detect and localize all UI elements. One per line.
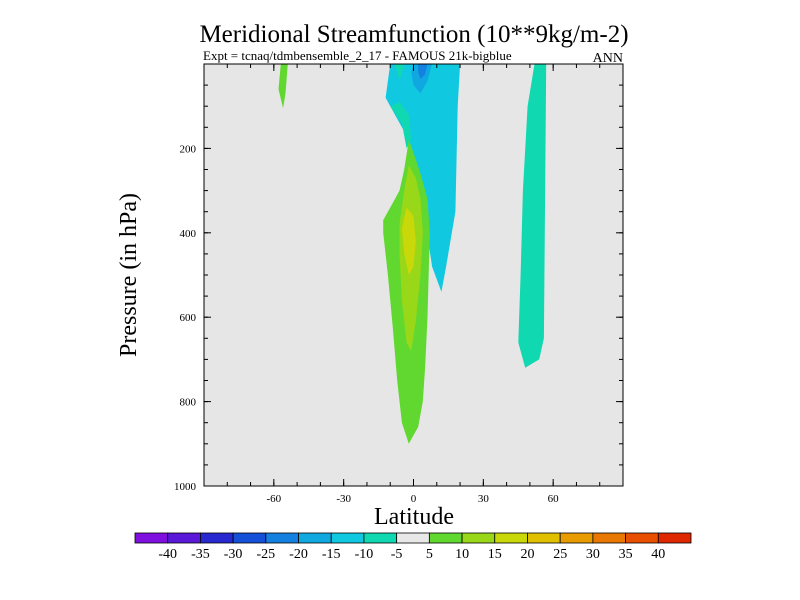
colorbar-swatch	[363, 532, 398, 544]
colorbar-swatch	[265, 532, 299, 544]
colorbar-label: -15	[322, 547, 341, 562]
chart-title: Meridional Streamfunction (10**9kg/m-2)	[199, 21, 628, 48]
colorbar-label: 10	[455, 547, 469, 562]
colorbar-swatch	[298, 532, 332, 544]
colorbar-swatch	[494, 532, 528, 544]
colorbar-label: 5	[426, 547, 433, 562]
y-tick-label: 400	[180, 228, 197, 240]
colorbar-swatch	[134, 532, 169, 544]
colorbar-label: -35	[191, 547, 210, 562]
colorbar-swatch	[167, 532, 201, 544]
y-tick-label: 1000	[174, 481, 197, 493]
contour-negative-cell-10-highlat	[518, 64, 547, 368]
colorbar-label: -10	[355, 547, 374, 562]
colorbar-swatch	[461, 532, 496, 544]
y-tick-label: 600	[180, 312, 197, 324]
x-tick-label: 0	[411, 493, 417, 505]
x-tick-label: -30	[336, 493, 351, 505]
colorbar-swatch	[657, 532, 692, 544]
colorbar-label: -20	[289, 547, 308, 562]
colorbar-swatch	[330, 532, 365, 544]
x-tick-label: 60	[548, 493, 560, 505]
chart-subtitle-right: ANN	[593, 51, 623, 66]
contour-negative-cell-10-south-mid	[390, 102, 412, 149]
y-tick-label: 200	[180, 143, 197, 155]
y-tick-label: 800	[180, 397, 197, 409]
contour-negative-cell-10-south	[394, 64, 405, 81]
colorbar-swatch	[527, 532, 561, 544]
colorbar-label: 30	[586, 547, 600, 562]
colorbar-swatch	[559, 532, 594, 544]
contour-regions	[278, 64, 547, 444]
colorbar-label: 40	[651, 547, 665, 562]
contour-positive-cell-20	[401, 207, 416, 275]
colorbar-swatch	[200, 532, 234, 544]
colorbar-swatch	[428, 532, 463, 544]
colorbar-label: 25	[553, 547, 567, 562]
colorbar-swatch	[396, 532, 430, 544]
x-axis-label: Latitude	[374, 504, 454, 530]
colorbar-label: 20	[521, 547, 535, 562]
contour-negative-cell-25	[418, 64, 428, 79]
contour-positive-cell-10	[278, 64, 288, 109]
colorbar-label: -5	[391, 547, 403, 562]
axes: -60 -30 0 30 60 200 400 600 800 1000	[174, 63, 624, 505]
contour-negative-cell-15	[411, 64, 433, 94]
colorbar-swatch	[625, 532, 659, 544]
colorbar-label: -30	[224, 547, 243, 562]
colorbar-swatch	[232, 532, 267, 544]
colorbar-label: -40	[158, 547, 177, 562]
y-axis-label: Pressure (in hPa)	[116, 193, 142, 357]
x-tick-label: -60	[266, 493, 281, 505]
colorbar: -40 -35 -30 -25 -20 -15 -10 -5 5 10 15 20 25 30 35 40	[134, 532, 692, 562]
colorbar-swatch	[592, 532, 626, 544]
x-tick-label: 30	[478, 493, 490, 505]
colorbar-label: 15	[488, 547, 502, 562]
colorbar-label: -25	[256, 547, 275, 562]
chart-subtitle-left: Expt = tcnaq/tdmbensemble_2_17 - FAMOUS …	[203, 48, 512, 63]
colorbar-label: 35	[619, 547, 633, 562]
